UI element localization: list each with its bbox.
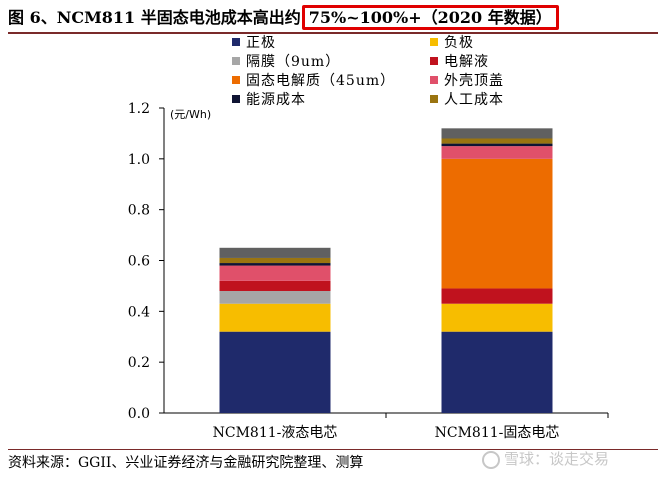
y-tick-label: 0.6 — [128, 254, 150, 270]
legend-swatch — [430, 57, 438, 65]
legend-label: 人工成本 — [444, 92, 504, 108]
legend-label: 负极 — [444, 35, 474, 51]
title-divider — [8, 32, 658, 34]
y-tick-label: 0.4 — [128, 304, 150, 320]
bar-segment — [441, 331, 553, 413]
footer-divider — [8, 449, 658, 450]
bar-segment — [219, 303, 331, 332]
bar-segment — [219, 331, 331, 413]
legend-swatch — [430, 95, 438, 103]
bar-segment — [441, 146, 553, 159]
y-tick-label: 0.2 — [128, 355, 150, 371]
x-category-label: NCM811-固态电芯 — [435, 425, 560, 441]
legend-label: 能源成本 — [246, 92, 306, 108]
y-tick-label: 1.2 — [128, 101, 150, 117]
bar-segment — [441, 303, 553, 332]
figure-title-main: 图 6、NCM811 半固态电池成本高出约 — [8, 8, 301, 27]
legend-swatch — [232, 95, 240, 103]
bar-segment — [441, 138, 553, 144]
source-note: 资料来源：GGII、兴业证券经济与金融研究院整理、测算 — [8, 455, 364, 471]
bar-segment — [219, 263, 331, 266]
figure-title-highlight: 75%~100%+（2020 年数据） — [301, 5, 559, 30]
y-tick-label: 0.0 — [128, 406, 150, 422]
legend-label: 隔膜（9um） — [246, 54, 340, 70]
y-tick-label: 0.8 — [128, 203, 150, 219]
watermark-text: 雪球：谈走交易 — [504, 450, 610, 468]
bar-segment — [441, 288, 553, 304]
y-unit-label: (元/Wh) — [170, 108, 211, 121]
bar-segment — [441, 158, 553, 289]
bar-segment — [441, 143, 553, 147]
legend-label: 电解液 — [444, 54, 489, 70]
bar-segment — [219, 291, 331, 304]
legend-label: 正极 — [246, 35, 276, 51]
y-tick-label: 1.0 — [128, 152, 150, 168]
bar-segment — [219, 247, 331, 258]
legend-swatch — [232, 76, 240, 84]
watermark: 雪球：谈走交易 — [482, 447, 609, 471]
bar-segment — [219, 257, 331, 264]
x-category-label: NCM811-液态电芯 — [213, 425, 338, 441]
bar-segment — [219, 265, 331, 281]
bar-segment — [441, 128, 553, 139]
legend-label: 固态电解质（45um） — [246, 73, 395, 89]
chart-bars — [219, 128, 553, 413]
figure-title: 图 6、NCM811 半固态电池成本高出约 75%~100%+（2020 年数据） — [8, 5, 658, 30]
legend-swatch — [430, 76, 438, 84]
legend-swatch — [430, 38, 438, 46]
bar-segment — [219, 280, 331, 291]
legend-swatch — [232, 38, 240, 46]
legend-swatch — [232, 57, 240, 65]
watermark-logo-icon — [482, 450, 500, 469]
chart-axes: 0.0 0.2 0.4 0.6 0.8 1.0 1.2 (元/Wh) NCM811-液态电芯 NC… — [128, 101, 609, 441]
legend-label: 外壳顶盖 — [444, 72, 504, 89]
